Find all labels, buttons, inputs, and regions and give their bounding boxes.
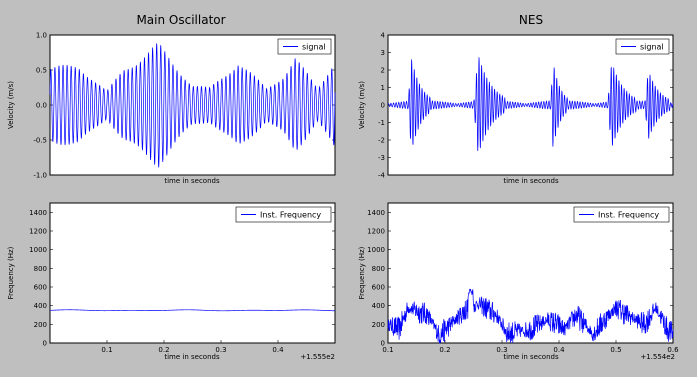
y-tick-label: 1400 — [29, 209, 47, 217]
series-layer — [49, 43, 336, 168]
y-tick-label: 600 — [372, 284, 385, 292]
y-tick-label: 1200 — [29, 228, 47, 236]
y-tick-label: -0.5 — [33, 137, 47, 145]
y-tick-label: 0 — [381, 102, 385, 110]
y-tick-label: -1 — [378, 119, 385, 127]
x-axis-label: time in seconds — [503, 353, 559, 361]
series-line-signal — [49, 43, 336, 168]
y-axis-label: Velocity (m/s) — [7, 81, 15, 129]
x-tick-label: 0.2 — [158, 346, 169, 354]
y-tick-label: 0 — [43, 340, 47, 348]
y-tick-label: 0.5 — [36, 67, 47, 75]
y-tick-label: 200 — [372, 321, 385, 329]
legend: Inst. Frequency — [235, 206, 332, 223]
series-line-inst-frequency — [387, 288, 674, 344]
main-oscillator-velocity-panel: Main Oscillator 1.0 0.5 0.0 -0.5 -1.0 time i… — [7, 13, 336, 185]
x-axis-label: time in seconds — [164, 177, 220, 185]
series-layer — [387, 57, 674, 152]
x-tick-label: 0.1 — [101, 346, 112, 354]
y-tick-label: 1.0 — [36, 32, 47, 40]
legend-label: signal — [640, 43, 664, 52]
y-tick-label: 400 — [34, 302, 47, 310]
y-tick-label: 1200 — [367, 228, 385, 236]
y-tick-label: -3 — [378, 154, 385, 162]
y-axis-label: Frequency (Hz) — [7, 246, 15, 299]
x-tick-label: 0.3 — [215, 346, 226, 354]
y-tick-label: -1.0 — [33, 172, 47, 180]
y-tick-label: 1400 — [367, 209, 385, 217]
y-axis-label: Velocity (m/s) — [358, 81, 366, 129]
y-axis-label: Frequency (Hz) — [358, 246, 366, 299]
legend-box — [277, 38, 332, 55]
y-tick-label: 1000 — [367, 246, 385, 254]
legend: signal — [277, 38, 332, 55]
legend-label: Inst. Frequency — [598, 211, 659, 220]
y-tick-label: 4 — [381, 32, 386, 40]
legend-box — [235, 206, 332, 223]
x-tick-label: 0.4 — [553, 346, 565, 354]
series-line-inst-frequency — [49, 309, 336, 312]
plot-area — [387, 202, 674, 344]
x-tick-label: 0.2 — [439, 346, 450, 354]
legend-label: signal — [302, 43, 326, 52]
x-tick-label: 0.4 — [272, 346, 284, 354]
x-axis-label: time in seconds — [503, 177, 559, 185]
y-tick-label: 200 — [34, 321, 47, 329]
x-tick-label: 0.1 — [382, 346, 393, 354]
x-axis-label: time in seconds — [164, 353, 220, 361]
series-layer — [387, 288, 674, 344]
x-tick-label: 0.5 — [610, 346, 621, 354]
x-offset-label: +1.555e2 — [300, 353, 335, 361]
legend-label: Inst. Frequency — [260, 211, 321, 220]
x-tick-label: 0.6 — [667, 346, 679, 354]
y-tick-label: 0 — [381, 340, 385, 348]
series-layer — [49, 309, 336, 312]
y-tick-label: 800 — [34, 265, 47, 273]
y-tick-label: 2 — [381, 67, 385, 75]
x-ticks: 0.1 0.2 0.3 0.4 0.5 0.6 — [382, 340, 679, 354]
y-tick-label: 400 — [372, 302, 385, 310]
y-tick-label: 3 — [381, 49, 385, 57]
panel-title: NES — [519, 13, 543, 27]
y-ticks: 1400 1200 1000 800 600 400 200 0 — [29, 209, 335, 348]
plot-area — [49, 202, 336, 344]
panel-title: Main Oscillator — [136, 13, 225, 27]
x-ticks: 0.1 0.2 0.3 0.4 — [101, 340, 284, 354]
legend: Inst. Frequency — [573, 206, 670, 223]
legend-box — [573, 206, 670, 223]
legend: signal — [615, 38, 670, 55]
series-line-signal — [387, 57, 674, 152]
y-tick-label: 0.0 — [36, 102, 47, 110]
main-oscillator-frequency-panel: 1400 1200 1000 800 600 400 200 0 0.1 0.2 0.3 0.4 t… — [7, 202, 336, 361]
x-offset-label: +1.554e2 — [640, 353, 675, 361]
legend-box — [615, 38, 670, 55]
x-tick-label: 0.3 — [496, 346, 507, 354]
y-tick-label: 600 — [34, 284, 47, 292]
y-tick-label: -2 — [378, 137, 385, 145]
y-tick-label: 1000 — [29, 246, 47, 254]
y-tick-label: -4 — [378, 172, 386, 180]
y-tick-label: 800 — [372, 265, 385, 273]
y-tick-label: 1 — [381, 84, 385, 92]
nes-velocity-panel: NES 4 3 2 1 0 -1 -2 -3 -4 time in seconds Veloci… — [358, 13, 674, 185]
